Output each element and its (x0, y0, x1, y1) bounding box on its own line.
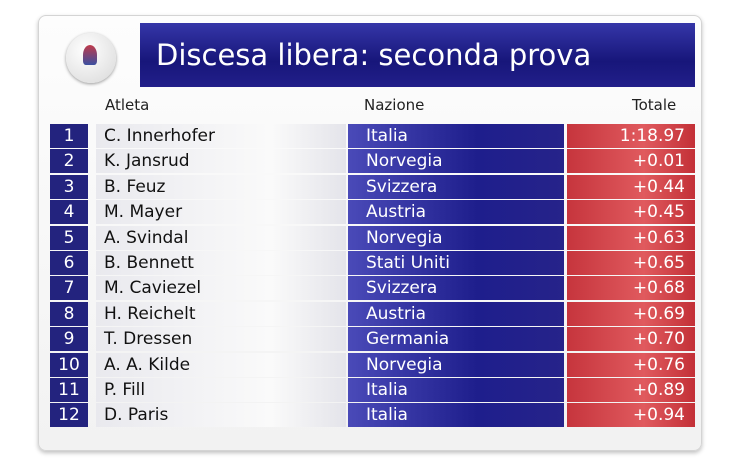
table-row: 7 M. Caviezel Svizzera +0.68 (50, 276, 695, 301)
total: +0.89 (567, 378, 695, 402)
total: +0.45 (567, 200, 695, 225)
rank: 4 (50, 200, 88, 225)
total: +0.68 (567, 276, 695, 301)
nation: Austria (348, 301, 564, 326)
rank: 8 (50, 301, 88, 326)
rank: 1 (50, 124, 88, 148)
athlete: H. Reichelt (96, 301, 346, 326)
athlete: M. Mayer (96, 200, 346, 225)
rank: 10 (50, 352, 88, 377)
table-row: 9 T. Dressen Germania +0.70 (50, 327, 695, 352)
athlete: B. Bennett (96, 251, 346, 275)
athlete: D. Paris (96, 403, 346, 428)
title: Discesa libera: seconda prova (140, 23, 695, 87)
nation: Norvegia (348, 225, 564, 250)
table-row: 10 A. A. Kilde Norvegia +0.76 (50, 352, 695, 377)
table-row: 5 A. Svindal Norvegia +0.63 (50, 225, 695, 250)
table-row: 12 D. Paris Italia +0.94 (50, 403, 695, 428)
rank: 12 (50, 403, 88, 428)
rank: 3 (50, 174, 88, 199)
table-row: 6 B. Bennett Stati Uniti +0.65 (50, 251, 695, 275)
total: +0.01 (567, 149, 695, 174)
total: +0.65 (567, 251, 695, 275)
table-row: 3 B. Feuz Svizzera +0.44 (50, 174, 695, 199)
rank: 5 (50, 225, 88, 250)
rank: 9 (50, 327, 88, 352)
nation: Stati Uniti (348, 251, 564, 275)
athlete: T. Dressen (96, 327, 346, 352)
column-header: Totale (632, 96, 677, 114)
nation: Italia (348, 403, 564, 428)
nation: Norvegia (348, 149, 564, 174)
total: +0.63 (567, 225, 695, 250)
nation: Germania (348, 327, 564, 352)
athlete: B. Feuz (96, 174, 346, 199)
total: +0.76 (567, 352, 695, 377)
logo (66, 33, 116, 83)
total: +0.69 (567, 301, 695, 326)
table-row: 1 C. Innerhofer Italia 1:18.97 (50, 124, 695, 148)
nation: Svizzera (348, 276, 564, 301)
rank: 6 (50, 251, 88, 275)
nation: Norvegia (348, 352, 564, 377)
rank: 11 (50, 378, 88, 402)
table-row: 11 P. Fill Italia +0.89 (50, 378, 695, 402)
athlete: M. Caviezel (96, 276, 346, 301)
total: +0.44 (567, 174, 695, 199)
athlete: K. Jansrud (96, 149, 346, 174)
table-row: 2 K. Jansrud Norvegia +0.01 (50, 149, 695, 174)
athlete: A. Svindal (96, 225, 346, 250)
nation: Italia (348, 124, 564, 148)
table-row: 4 M. Mayer Austria +0.45 (50, 200, 695, 225)
athlete: P. Fill (96, 378, 346, 402)
total: +0.70 (567, 327, 695, 352)
athlete: C. Innerhofer (96, 124, 346, 148)
rank: 2 (50, 149, 88, 174)
total: +0.94 (567, 403, 695, 428)
column-header: Atleta (105, 96, 150, 114)
column-header: Nazione (364, 96, 425, 114)
nation: Italia (348, 378, 564, 402)
table-row: 8 H. Reichelt Austria +0.69 (50, 301, 695, 326)
athlete: A. A. Kilde (96, 352, 346, 377)
rank: 7 (50, 276, 88, 301)
total: 1:18.97 (567, 124, 695, 148)
nation: Austria (348, 200, 564, 225)
nation: Svizzera (348, 174, 564, 199)
